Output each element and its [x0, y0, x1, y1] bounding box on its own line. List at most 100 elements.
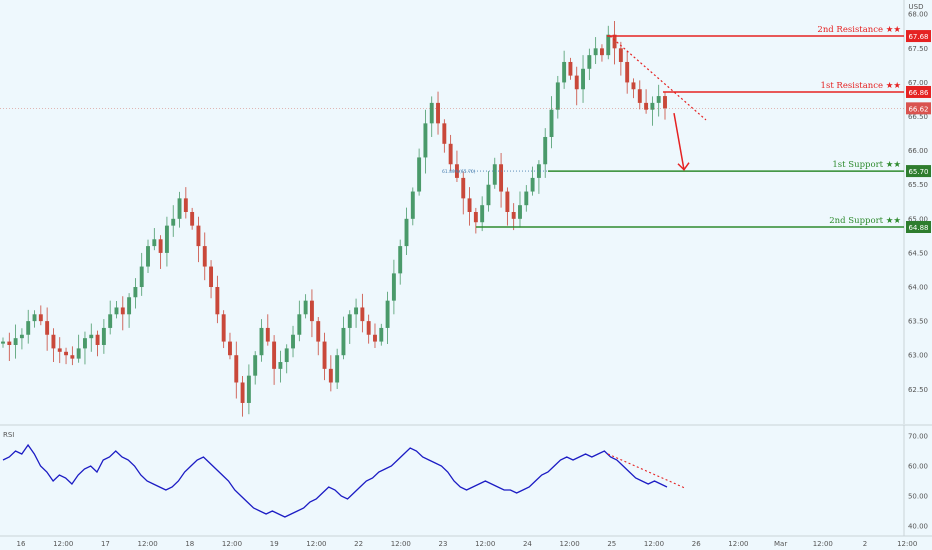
price-tick-label: 64.50	[908, 249, 928, 257]
price-tick-label: 68.00	[908, 11, 928, 19]
time-tick-label: 2	[863, 540, 867, 548]
rsi-tick-label: 50.00	[908, 493, 928, 501]
candle-body	[83, 338, 87, 349]
candle-body	[196, 225, 201, 247]
candle-body	[101, 327, 106, 345]
time-axis: 16 12:00 17 12:00 18 12:00 19 12:00 22 12:00 23 12:…	[17, 540, 918, 548]
level-label: 2nd Resistance ★★	[817, 25, 901, 35]
candle-body	[442, 123, 447, 144]
candle-body	[625, 61, 630, 83]
candle-body	[291, 334, 295, 349]
candle-body	[284, 348, 289, 363]
forecast-arrow-head	[677, 162, 690, 171]
candle-body	[164, 225, 169, 253]
time-tick-label: 12:00	[138, 540, 158, 548]
candle-body	[297, 314, 302, 335]
candle-body	[480, 205, 485, 223]
candle-body	[209, 266, 214, 288]
candle-body	[45, 321, 50, 335]
forecast-arrow-line	[673, 112, 685, 170]
candle-body	[587, 55, 592, 69]
candle-body	[373, 334, 377, 342]
candle-body	[309, 300, 314, 322]
candle-body	[114, 307, 119, 315]
time-tick-label: 18	[185, 540, 194, 548]
candle-body	[316, 321, 321, 342]
candle-body	[303, 300, 308, 315]
candle-body	[253, 355, 258, 376]
candle-body	[385, 300, 390, 328]
candle-body	[543, 136, 548, 165]
candle-body	[410, 191, 415, 219]
candle-body	[335, 355, 340, 383]
candle-body	[234, 355, 239, 383]
time-tick-label: 12:00	[560, 540, 580, 548]
candle-body	[272, 341, 277, 369]
time-tick-label: 12:00	[728, 540, 748, 548]
candle-body	[228, 341, 232, 356]
candle-body	[360, 307, 365, 322]
candle-body	[631, 82, 636, 90]
time-tick-label: 17	[101, 540, 110, 548]
rsi-trend-line	[607, 453, 687, 490]
time-tick-label: 19	[270, 540, 279, 548]
rsi-tick-label: 60.00	[908, 463, 928, 471]
candle-body	[120, 307, 125, 315]
trend-line-dotted	[609, 35, 707, 121]
price-tick-label: 62.50	[908, 386, 928, 394]
annotations: 61.80%(65.70)	[442, 35, 707, 175]
level-label: 1st Resistance ★★	[821, 81, 902, 91]
candle-body	[536, 164, 541, 178]
candle-body	[240, 382, 245, 403]
fib-label: 61.80%(65.70)	[442, 169, 476, 175]
candle-body	[391, 273, 396, 301]
candle-body	[593, 48, 598, 56]
level-label: 1st Support ★★	[832, 160, 901, 170]
candle-body	[278, 362, 283, 369]
candle-body	[32, 314, 37, 322]
time-tick-label: 24	[523, 540, 532, 548]
candle-body	[341, 327, 346, 356]
level-price-box	[906, 221, 931, 234]
candle-body	[650, 102, 655, 110]
candle-body	[13, 338, 18, 345]
time-tick-label: 25	[607, 540, 616, 548]
rsi-line	[2, 443, 668, 518]
time-tick-label: 26	[692, 540, 701, 548]
candle-body	[436, 102, 440, 124]
candle-body	[215, 287, 220, 315]
price-tick-label: 66.00	[908, 147, 928, 155]
candle-body	[663, 96, 667, 109]
last-price-box	[906, 102, 931, 115]
candle-body	[518, 205, 522, 219]
candle-body	[26, 321, 31, 335]
time-tick-label: 12:00	[222, 540, 242, 548]
candle-body	[612, 34, 617, 49]
candle-body	[177, 198, 182, 219]
rsi-label: RSI	[3, 431, 14, 439]
price-tick-label: 66.50	[908, 113, 928, 121]
candle-body	[524, 191, 529, 206]
candle-body	[139, 266, 144, 288]
candle-body	[656, 96, 661, 103]
price-tick-label: 63.50	[908, 318, 928, 326]
candle-body	[404, 218, 409, 247]
candle-body	[7, 341, 12, 345]
price-tick-label: 67.00	[908, 79, 928, 87]
candle-body	[221, 314, 226, 342]
time-tick-label: 12:00	[897, 540, 917, 548]
candle-body	[171, 218, 176, 226]
candle-body	[152, 239, 157, 247]
candle-body	[57, 348, 62, 352]
time-tick-label: 16	[17, 540, 26, 548]
candle-body	[322, 341, 327, 369]
level-price-box	[906, 165, 931, 178]
candle-body	[599, 48, 604, 56]
candle-body	[158, 239, 163, 253]
candle-body	[366, 321, 371, 335]
candle-body	[448, 143, 453, 165]
candle-body	[38, 314, 43, 322]
candle-body	[499, 164, 504, 192]
candle-body	[555, 82, 560, 110]
